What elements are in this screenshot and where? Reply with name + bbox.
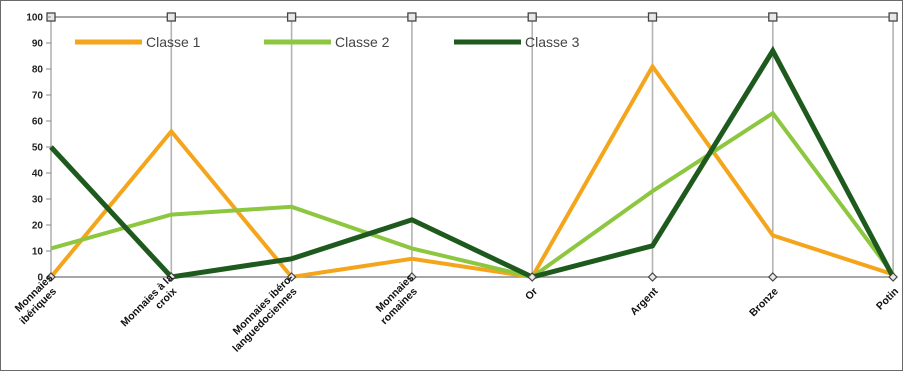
series-line — [50, 110, 895, 280]
y-tick-label: 50 — [32, 143, 44, 154]
y-axis-ticks: 0 10 20 30 40 50 60 70 80 90 100 — [26, 13, 51, 284]
legend-label: Classe 2 — [335, 34, 390, 50]
top-marker — [527, 12, 537, 22]
legend-label: Classe 1 — [146, 34, 201, 50]
series-line — [49, 45, 896, 280]
top-marker — [768, 12, 778, 22]
bottom-marker — [647, 272, 658, 282]
bottom-marker — [166, 272, 177, 282]
series-line — [49, 62, 894, 280]
y-tick-label: 40 — [32, 169, 44, 180]
legend: Classe 1 Classe 2 Classe 3 — [75, 34, 580, 50]
legend-label: Classe 3 — [525, 34, 580, 50]
y-tick-label: 90 — [32, 39, 44, 50]
top-marker — [647, 12, 658, 22]
top-marker — [407, 12, 417, 22]
axes — [51, 16, 894, 278]
bottom-marker — [407, 272, 417, 282]
series-lines — [49, 45, 896, 280]
top-marker — [166, 12, 176, 22]
y-tick-label: 100 — [26, 13, 43, 24]
y-tick-label: 20 — [32, 221, 44, 232]
y-tick-label: 80 — [32, 65, 44, 76]
y-tick-label: 0 — [37, 273, 43, 284]
top-marker — [888, 12, 898, 22]
y-tick-label: 60 — [32, 117, 44, 128]
bottom-marker — [888, 272, 898, 282]
bottom-marker — [767, 272, 778, 282]
y-tick-label: 30 — [32, 195, 44, 206]
bottom-marker — [286, 272, 297, 282]
y-tick-label: 10 — [32, 247, 44, 258]
y-tick-label: 70 — [32, 91, 44, 102]
bottom-marker — [527, 272, 538, 282]
top-marker — [286, 12, 297, 22]
